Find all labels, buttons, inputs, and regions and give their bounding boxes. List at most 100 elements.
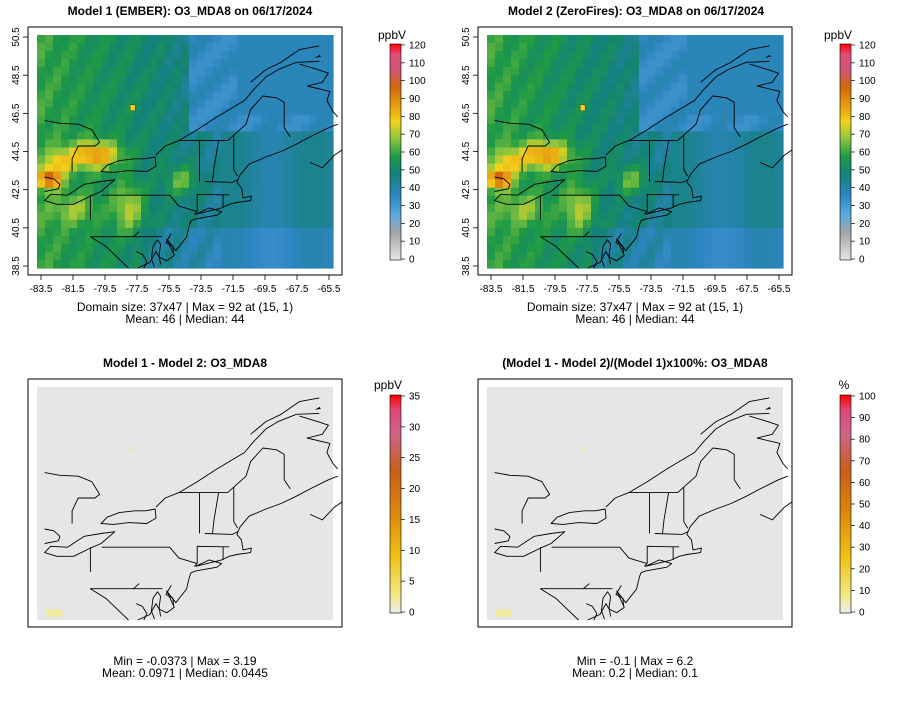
state-border <box>643 211 648 215</box>
grid-cell <box>189 67 198 76</box>
grid-cell <box>567 211 576 221</box>
grid-cell <box>85 219 94 229</box>
grid-cell <box>45 203 54 213</box>
grid-cell <box>687 147 696 157</box>
grid-cell <box>503 131 512 140</box>
grid-cell <box>245 67 254 76</box>
grid-cell <box>93 227 102 237</box>
grid-cell <box>309 155 318 165</box>
colorbar-tick-label: 0 <box>859 255 865 266</box>
grid-cell <box>309 163 318 173</box>
grid-cell <box>615 123 624 132</box>
grid-cell <box>317 243 326 253</box>
grid-cell <box>751 227 760 237</box>
grid-cell <box>85 91 94 100</box>
grid-cell <box>591 75 600 84</box>
grid-cell <box>751 91 760 100</box>
grid-cell <box>213 67 222 76</box>
y-tick-label: 50.5 <box>461 27 472 47</box>
grid-cell <box>647 83 656 92</box>
state-border <box>646 193 680 212</box>
state-border <box>227 447 291 493</box>
colorbar-tick-label: 60 <box>409 148 421 159</box>
grid-cell <box>583 179 592 189</box>
grid-cell <box>647 139 656 148</box>
state-border <box>193 211 198 215</box>
grid-cell <box>543 227 552 237</box>
st-lawrence-river <box>155 60 320 156</box>
grid-cell <box>165 219 174 229</box>
grid-cell <box>695 131 704 140</box>
x-tick-label: -77.5 <box>576 284 599 295</box>
grid-cell <box>189 83 198 92</box>
grid-cell <box>141 187 150 197</box>
grid-cell <box>237 139 246 148</box>
y-tick-label: 46.5 <box>461 103 472 123</box>
grid-cell <box>93 35 102 44</box>
grid-cell <box>527 139 536 148</box>
grid-cell <box>575 243 584 253</box>
grid-cell <box>543 243 552 253</box>
coastline-north-shore <box>250 45 320 83</box>
grid-cell <box>559 251 568 261</box>
colorbar <box>389 394 402 614</box>
grid-cell <box>631 195 640 205</box>
grid-cell <box>567 51 576 60</box>
grid-cell <box>69 99 78 108</box>
grid-cell <box>543 235 552 245</box>
grid-cell <box>237 107 246 116</box>
grid-cell <box>133 123 142 132</box>
grid-cell <box>189 155 198 165</box>
grid-cell <box>735 155 744 165</box>
grid-cell <box>751 131 760 140</box>
grid-cell <box>767 243 776 253</box>
grid-cell <box>535 51 544 60</box>
grid-cell <box>149 83 158 92</box>
grid-cell <box>69 227 78 237</box>
grid-cell <box>607 195 616 205</box>
colorbar-tick-label: 60 <box>859 148 871 159</box>
grid-cell <box>181 195 190 205</box>
grid-cell <box>551 123 560 132</box>
grid-cell <box>213 147 222 157</box>
grid-cell <box>317 211 326 221</box>
grid-cell <box>583 219 592 229</box>
grid-cell <box>309 251 318 261</box>
grid-cell <box>85 107 94 116</box>
grid-cell <box>261 83 270 92</box>
colorbar-tick-label: 70 <box>859 456 871 467</box>
grid-cell <box>727 219 736 229</box>
grid-cell <box>567 187 576 197</box>
grid-cell <box>719 163 728 173</box>
grid-cell <box>767 59 776 68</box>
grid-cell <box>309 51 318 60</box>
grid-cell <box>711 139 720 148</box>
grid-cell <box>519 115 528 124</box>
grid-cell <box>607 147 616 157</box>
grid-cell <box>743 251 752 261</box>
grid-cell <box>181 131 190 140</box>
grid-cell <box>599 227 608 237</box>
grid-cell <box>61 211 70 221</box>
grid-cell <box>117 35 126 44</box>
grid-cell <box>53 219 62 229</box>
grid-cell <box>149 171 158 181</box>
grid-cell <box>655 131 664 140</box>
grid-cell <box>487 195 496 205</box>
coastline-gaspe <box>749 415 788 470</box>
grid-cell <box>277 219 286 229</box>
grid-cell <box>317 107 326 116</box>
potomac-river <box>586 603 598 621</box>
grid-cell <box>703 147 712 157</box>
grid-cell <box>599 35 608 44</box>
grid-cell <box>237 179 246 189</box>
grid-cell <box>543 219 552 229</box>
grid-cell <box>759 75 768 84</box>
grid-cell <box>37 243 46 253</box>
grid-cell <box>567 67 576 76</box>
grid-cell <box>511 187 520 197</box>
grid-cell <box>511 203 520 213</box>
plot-frame <box>27 378 343 628</box>
grid-cell <box>671 227 680 237</box>
grid-cell <box>133 43 142 52</box>
